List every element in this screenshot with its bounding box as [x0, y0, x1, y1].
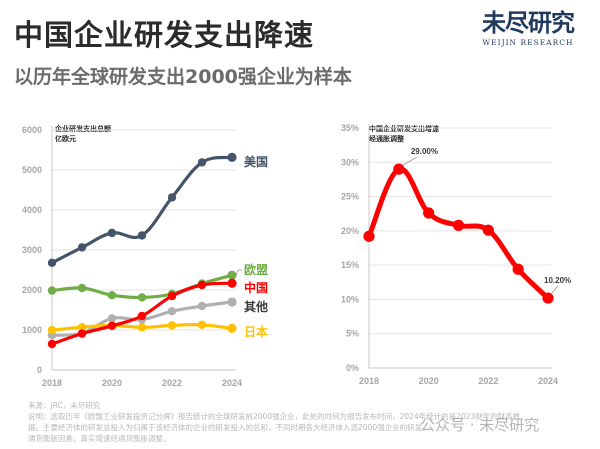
- y-tick-label: 3000: [22, 245, 42, 255]
- y-tick-label: 5%: [346, 329, 359, 339]
- logo-cn: 未尽研究: [482, 8, 575, 37]
- footer-note-2: 据。主要经济体的研发总投入为归属于该经济体的企业的研发投入的总和，不同时期各大经…: [28, 423, 430, 432]
- right-chart-subtitle: 经通胀调整: [369, 134, 404, 143]
- data-label: 10.20%: [544, 276, 571, 285]
- data-point-japan: [47, 326, 57, 335]
- right-chart-china-growth: 中国企业研发支出增速 经通胀调整 0%5%10%15%20%25%30%35%2…: [341, 123, 571, 386]
- annotation-leader: [402, 156, 418, 166]
- data-point-china: [452, 219, 465, 231]
- data-point-japan: [197, 320, 207, 329]
- logo-en: WEIJIN RESEARCH: [482, 38, 574, 47]
- data-point-us: [227, 152, 237, 162]
- data-point-us: [197, 158, 207, 167]
- logo: 未尽研究 WEIJIN RESEARCH: [482, 8, 575, 48]
- y-tick-label: 0: [37, 365, 42, 375]
- data-point-china: [363, 230, 375, 242]
- x-tick-label: 2020: [419, 376, 439, 386]
- y-tick-label: 1000: [22, 325, 42, 335]
- data-point-china: [197, 280, 207, 290]
- series-label-us: 美国: [244, 154, 268, 169]
- data-point-china: [77, 329, 87, 338]
- y-tick-label: 6000: [22, 125, 42, 135]
- x-tick-label: 2022: [478, 376, 498, 386]
- x-tick-label: 2022: [162, 378, 182, 388]
- footer-note-3: 通货膨胀因素，真实增速经通货膨胀调整。: [28, 434, 171, 443]
- data-point-japan: [227, 323, 237, 333]
- data-point-us: [77, 243, 87, 252]
- left-chart-unit: 亿欧元: [55, 134, 76, 143]
- data-point-china: [542, 292, 554, 304]
- x-tick-label: 2024: [222, 378, 242, 388]
- data-point-us: [47, 258, 57, 267]
- x-tick-label: 2018: [359, 376, 379, 386]
- y-tick-label: 2000: [22, 285, 42, 295]
- data-point-others: [167, 307, 177, 316]
- page-title: 中国企业研发支出降速: [14, 18, 315, 52]
- data-point-china: [167, 291, 177, 301]
- data-point-us: [167, 193, 177, 202]
- series-label-china: 中国: [244, 280, 268, 295]
- y-tick-label: 5000: [22, 165, 42, 175]
- data-point-china: [107, 321, 117, 330]
- series-label-others: 其他: [244, 299, 268, 314]
- series-line-china: [366, 166, 551, 301]
- x-tick-label: 2024: [538, 376, 558, 386]
- data-point-others: [227, 297, 237, 307]
- x-tick-label: 2020: [102, 378, 122, 388]
- y-tick-label: 20%: [341, 226, 359, 236]
- y-tick-label: 25%: [341, 192, 359, 202]
- eu-label-leader: [235, 269, 242, 277]
- y-tick-label: 4000: [22, 205, 42, 215]
- y-tick-label: 0%: [346, 363, 359, 373]
- data-label: 29.00%: [411, 147, 438, 156]
- watermark: 公众号 · 未尽研究: [420, 416, 540, 434]
- data-point-others: [107, 314, 117, 323]
- data-point-eu: [107, 291, 117, 300]
- page-subtitle: 以历年全球研发支出2000强企业为样本: [14, 66, 352, 88]
- data-point-china: [47, 339, 57, 349]
- y-tick-label: 30%: [341, 157, 359, 167]
- data-point-japan: [137, 323, 147, 332]
- data-point-china: [482, 224, 494, 236]
- data-point-eu: [227, 270, 237, 280]
- data-point-china: [137, 311, 147, 321]
- series-label-eu: 欧盟: [244, 262, 268, 277]
- data-point-us: [137, 231, 147, 240]
- x-tick-label: 2018: [42, 378, 62, 388]
- data-point-china: [423, 207, 435, 219]
- footer-notes: 来源：JRC，未尽研究 说明：选取历年《欧盟工业研发投资记分牌》报告统计的全球研…: [28, 400, 588, 444]
- data-point-japan: [77, 323, 87, 332]
- left-chart-total-rd: 企业研发支出总额 亿欧元 0 1000 2000 3000 4000 5000 6000 20…: [22, 124, 268, 388]
- data-point-eu: [137, 293, 147, 302]
- data-point-us: [107, 228, 117, 238]
- data-point-china: [512, 263, 524, 275]
- data-point-eu: [77, 283, 87, 293]
- footer-note-1: 说明：选取历年《欧盟工业研发投资记分牌》报告统计的全球研发前2000强企业，此处…: [28, 412, 521, 421]
- y-tick-label: 10%: [341, 294, 359, 304]
- data-point-japan: [167, 321, 177, 330]
- annotation-leader: [550, 285, 559, 295]
- series-label-japan: 日本: [244, 324, 268, 339]
- data-point-china: [227, 278, 237, 288]
- data-point-others: [197, 301, 207, 311]
- left-chart-title: 企业研发支出总额: [54, 124, 111, 133]
- y-tick-label: 15%: [341, 260, 359, 270]
- y-tick-label: 35%: [341, 123, 359, 133]
- data-point-eu: [47, 286, 57, 295]
- footer-source: 来源：JRC，未尽研究: [28, 401, 101, 410]
- data-point-china: [393, 163, 405, 175]
